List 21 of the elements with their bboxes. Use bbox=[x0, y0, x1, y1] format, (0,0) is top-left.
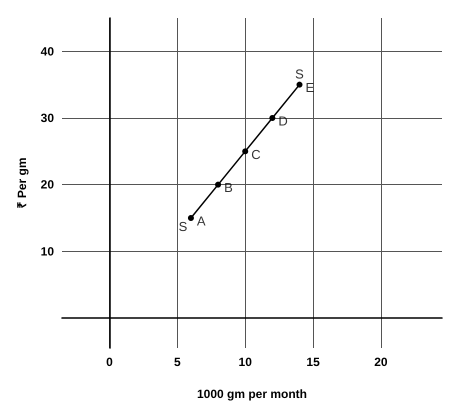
x-tick-label: 10 bbox=[238, 355, 252, 369]
x-tick-label: 20 bbox=[374, 355, 388, 369]
annotation: S bbox=[178, 219, 188, 234]
y-tick-label: 10 bbox=[40, 244, 54, 258]
x-axis-title: 1000 gm per month bbox=[196, 387, 308, 401]
point bbox=[242, 148, 248, 154]
point bbox=[215, 182, 222, 188]
y-tick-label: 40 bbox=[40, 44, 54, 58]
y-tick-label: 20 bbox=[40, 178, 54, 192]
y-tick-label: 30 bbox=[40, 111, 54, 125]
x-tick-label: 0 bbox=[106, 355, 114, 369]
point bbox=[188, 215, 194, 221]
point bbox=[269, 115, 276, 121]
x-tick-label: 5 bbox=[174, 355, 182, 369]
annotation: S bbox=[295, 66, 304, 82]
x-tick-label: 15 bbox=[306, 355, 320, 369]
annotation: C bbox=[251, 146, 261, 162]
y-axis-title: ₹ Per gm bbox=[15, 157, 29, 209]
point bbox=[296, 82, 302, 88]
annotation: A bbox=[196, 214, 206, 228]
annotation: B bbox=[224, 180, 233, 196]
